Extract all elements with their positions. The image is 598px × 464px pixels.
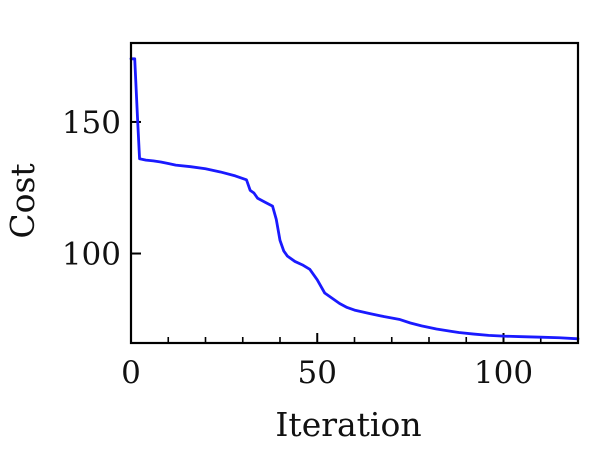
y-tick-label: 150 xyxy=(62,105,121,141)
y-axis-label: Cost xyxy=(3,163,42,238)
x-tick-label: 50 xyxy=(298,355,337,391)
x-tick-label: 100 xyxy=(474,355,533,391)
series-line-1 xyxy=(129,57,580,341)
x-axis-label: Iteration xyxy=(275,405,421,444)
plot-frame xyxy=(129,41,580,345)
y-tick-label: 100 xyxy=(62,237,121,273)
axes xyxy=(130,120,542,343)
plot-border xyxy=(129,41,580,345)
x-tick-label: 0 xyxy=(121,355,141,391)
series-layer xyxy=(129,57,580,341)
axis-labels: 0 50 100 100 150 Iteration Cost xyxy=(3,105,533,444)
